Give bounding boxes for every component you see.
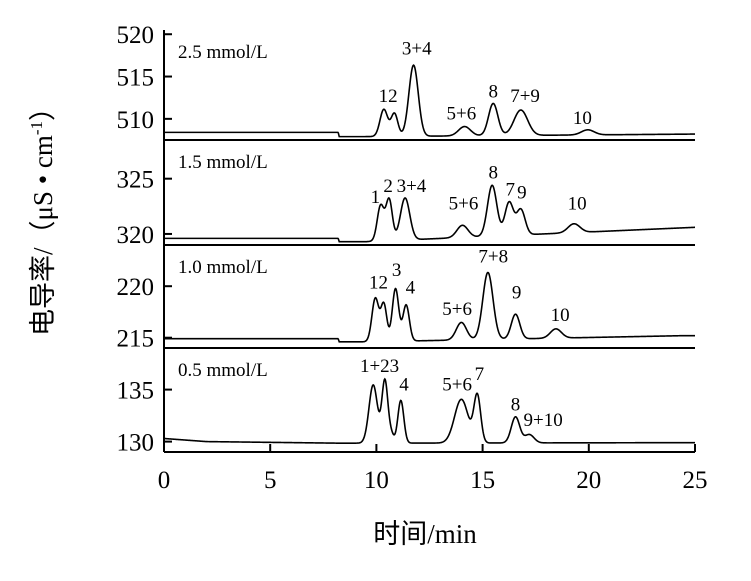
x-tick-label: 0	[158, 467, 171, 494]
peak-label: 9	[512, 283, 522, 304]
panel-4: 0.5 mmol/L 130 135 1+234 5+6 7 89+10	[117, 356, 695, 457]
peak-label: 2	[383, 176, 393, 197]
y-tick-label: 135	[117, 378, 155, 405]
panel-concentration-label: 1.0 mmol/L	[178, 257, 268, 278]
y-axis-title-main: 电导率/（μS • cm	[28, 135, 58, 336]
chromatogram-trace	[163, 377, 695, 444]
panel-concentration-label: 0.5 mmol/L	[178, 360, 268, 381]
x-tick-label: 15	[470, 467, 495, 494]
y-tick-label: 520	[117, 22, 155, 49]
x-axis-title: 时间/min	[373, 519, 477, 549]
y-tick-label: 510	[117, 107, 155, 134]
peak-label: 7	[475, 364, 485, 385]
chromatogram-trace	[164, 271, 695, 343]
peak-label: 12	[369, 272, 388, 293]
peak-label: 5+6	[449, 194, 479, 215]
y-tick-label: 515	[117, 65, 155, 92]
peak-label: 3+4	[402, 39, 432, 60]
peak-label: 7	[505, 179, 515, 200]
peak-label: 10	[568, 194, 587, 215]
panel-1: 2.5 mmol/L 510 515 520 12 3+4 5+6 8 7+9 10	[117, 22, 695, 141]
peak-label: 1+23	[360, 356, 399, 377]
peak-label: 9	[517, 183, 527, 204]
peak-label: 5+6	[442, 375, 472, 396]
peak-label: 5+6	[442, 299, 472, 320]
peak-label: 7+8	[478, 247, 508, 268]
x-tick-label: 10	[364, 467, 389, 494]
y-axis-title-sup: -1	[27, 121, 46, 135]
peak-label: 7+9	[510, 86, 540, 107]
axes-layer: 0 5 10 15 20 25	[158, 30, 708, 494]
peak-label: 12	[379, 86, 398, 107]
peak-label: 8	[488, 82, 498, 103]
peak-label: 8	[488, 163, 498, 184]
y-tick-label: 325	[117, 167, 155, 194]
y-tick-label: 130	[117, 430, 155, 457]
peak-label: 3+4	[397, 176, 427, 197]
x-tick-label: 5	[264, 467, 277, 494]
y-axis-title-close: ）	[28, 94, 58, 121]
peak-label: 4	[406, 277, 416, 298]
peak-label: 9+10	[524, 410, 563, 431]
y-tick-label: 320	[117, 222, 155, 249]
panel-concentration-label: 2.5 mmol/L	[178, 42, 268, 63]
chromatogram-trace	[164, 184, 696, 243]
peak-label: 8	[511, 394, 521, 415]
y-tick-label: 220	[117, 274, 155, 301]
panel-2: 1.5 mmol/L 320 325 12 3+4 5+6 87 9 10	[117, 152, 696, 249]
peak-label: 10	[551, 305, 570, 326]
chromatogram-trace	[164, 64, 695, 138]
peak-label: 3	[392, 260, 402, 281]
y-tick-label: 215	[117, 326, 155, 353]
y-axis-title: 电导率/（μS • cm-1）	[27, 94, 58, 336]
peak-label: 1	[371, 187, 381, 208]
peak-label: 4	[399, 375, 409, 396]
peak-label: 5+6	[447, 104, 477, 125]
peak-label: 10	[573, 108, 592, 129]
panel-concentration-label: 1.5 mmol/L	[178, 152, 268, 173]
x-tick-label: 20	[576, 467, 601, 494]
x-tick-label: 25	[683, 467, 708, 494]
